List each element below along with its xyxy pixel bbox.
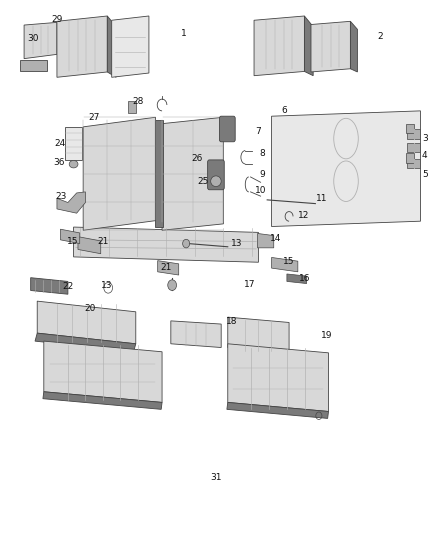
Polygon shape <box>171 321 221 348</box>
Polygon shape <box>158 261 179 275</box>
Text: 31: 31 <box>210 473 222 481</box>
Text: 7: 7 <box>255 127 261 135</box>
Text: 28: 28 <box>132 97 144 106</box>
Text: 16: 16 <box>299 274 310 282</box>
Text: 24: 24 <box>54 140 66 148</box>
Polygon shape <box>57 16 107 77</box>
Text: 12: 12 <box>298 211 309 220</box>
Polygon shape <box>83 117 155 230</box>
Polygon shape <box>107 16 116 77</box>
Text: 4: 4 <box>422 151 427 160</box>
Polygon shape <box>287 274 307 284</box>
Bar <box>407 129 420 139</box>
Text: 19: 19 <box>321 332 332 340</box>
Text: 8: 8 <box>259 149 265 158</box>
Polygon shape <box>57 192 85 213</box>
Polygon shape <box>311 21 350 72</box>
Bar <box>406 124 414 133</box>
Text: 29: 29 <box>51 15 63 23</box>
Bar <box>65 127 82 160</box>
Text: 1: 1 <box>181 29 187 37</box>
Ellipse shape <box>69 160 78 168</box>
Polygon shape <box>78 237 101 254</box>
Text: 20: 20 <box>84 304 95 312</box>
Bar <box>128 101 136 113</box>
Text: 22: 22 <box>62 282 74 290</box>
Text: 13: 13 <box>101 281 113 290</box>
Polygon shape <box>24 22 57 59</box>
Text: 21: 21 <box>97 238 109 246</box>
Polygon shape <box>35 333 136 352</box>
Ellipse shape <box>168 280 177 290</box>
Ellipse shape <box>211 176 221 187</box>
Ellipse shape <box>183 239 190 248</box>
Text: 25: 25 <box>197 177 208 185</box>
Polygon shape <box>162 117 223 230</box>
Text: 5: 5 <box>422 171 428 179</box>
Text: 17: 17 <box>244 280 255 288</box>
Polygon shape <box>272 257 298 272</box>
Polygon shape <box>304 16 313 76</box>
Text: 15: 15 <box>67 237 78 246</box>
Polygon shape <box>37 301 136 344</box>
Text: 2: 2 <box>378 32 383 41</box>
Text: 9: 9 <box>259 171 265 179</box>
Text: 27: 27 <box>88 113 100 122</box>
Polygon shape <box>228 344 328 411</box>
Polygon shape <box>74 227 258 262</box>
Polygon shape <box>44 341 162 402</box>
Text: 15: 15 <box>283 257 294 265</box>
Polygon shape <box>272 111 420 227</box>
Text: 6: 6 <box>281 106 287 115</box>
Polygon shape <box>31 278 68 294</box>
Polygon shape <box>227 402 328 418</box>
Text: 3: 3 <box>422 134 428 142</box>
Text: 18: 18 <box>226 317 237 326</box>
Polygon shape <box>228 317 289 353</box>
Text: 14: 14 <box>270 235 282 243</box>
Text: 30: 30 <box>28 34 39 43</box>
Text: 21: 21 <box>160 263 171 272</box>
Text: 13: 13 <box>231 239 242 248</box>
Text: 11: 11 <box>316 194 328 203</box>
Text: 23: 23 <box>56 192 67 200</box>
Text: 36: 36 <box>53 158 65 166</box>
Bar <box>20 60 47 71</box>
Bar <box>155 120 163 227</box>
Text: 10: 10 <box>255 187 267 195</box>
Bar <box>407 159 420 168</box>
FancyBboxPatch shape <box>219 116 235 142</box>
Polygon shape <box>254 16 304 76</box>
Bar <box>407 143 420 152</box>
Text: 26: 26 <box>191 155 203 163</box>
Bar <box>406 153 414 163</box>
Polygon shape <box>258 233 274 248</box>
Polygon shape <box>60 229 80 244</box>
FancyBboxPatch shape <box>208 160 224 190</box>
Polygon shape <box>112 16 149 77</box>
Polygon shape <box>350 21 357 72</box>
Polygon shape <box>43 392 162 409</box>
